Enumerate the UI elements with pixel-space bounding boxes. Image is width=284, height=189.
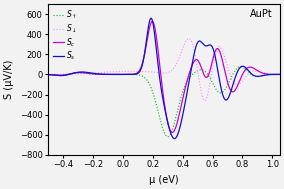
Y-axis label: S (μV/K): S (μV/K) [4,60,14,99]
$S_s$ [135,73,138,75]
$S_s$ [237,68,241,70]
$S_c$ [278,73,281,76]
$S_{\uparrow}$ [239,66,242,68]
Line: $S_{\uparrow}$: $S_{\uparrow}$ [48,67,280,137]
$S_s$ [220,87,223,90]
$S_{\downarrow}$ [187,37,191,40]
Text: AuPt: AuPt [250,9,273,19]
$S_c$ [151,20,154,22]
X-axis label: μ (eV): μ (eV) [149,175,179,185]
$S_s$ [197,40,201,42]
$S_c$ [220,54,223,57]
$S_s$ [173,138,176,140]
$S_{\uparrow}$ [135,74,138,76]
$S_c$ [89,72,92,75]
$S_c$ [171,131,174,134]
$S_{\downarrow}$ [47,73,50,76]
$S_{\downarrow}$ [89,72,92,74]
$S_{\downarrow}$ [203,99,206,102]
$S_{\uparrow}$ [89,73,92,75]
Line: $S_c$: $S_c$ [48,21,280,132]
$S_s$ [185,91,189,93]
$S_s$ [47,74,50,76]
Line: $S_s$: $S_s$ [48,18,280,139]
Legend: $S_{\uparrow}$, $S_{\downarrow}$, $S_c$, $S_s$: $S_{\uparrow}$, $S_{\downarrow}$, $S_c$,… [52,8,79,63]
$S_{\downarrow}$ [278,73,281,76]
$S_{\uparrow}$ [237,66,240,68]
$S_s$ [89,72,92,74]
$S_{\downarrow}$ [197,77,201,80]
Line: $S_{\downarrow}$: $S_{\downarrow}$ [48,38,280,101]
$S_{\downarrow}$ [220,47,223,49]
$S_c$ [47,74,50,76]
$S_c$ [135,72,138,74]
$S_{\downarrow}$ [185,38,189,41]
$S_c$ [197,61,201,63]
$S_{\uparrow}$ [219,92,223,94]
$S_s$ [278,73,281,76]
$S_c$ [185,79,189,82]
$S_{\uparrow}$ [47,73,50,76]
$S_{\uparrow}$ [197,69,201,71]
$S_s$ [149,17,153,19]
$S_{\downarrow}$ [237,83,241,85]
$S_{\uparrow}$ [166,136,170,138]
$S_{\uparrow}$ [278,73,281,76]
$S_c$ [237,82,241,84]
$S_{\uparrow}$ [185,80,189,82]
$S_{\downarrow}$ [135,70,138,73]
